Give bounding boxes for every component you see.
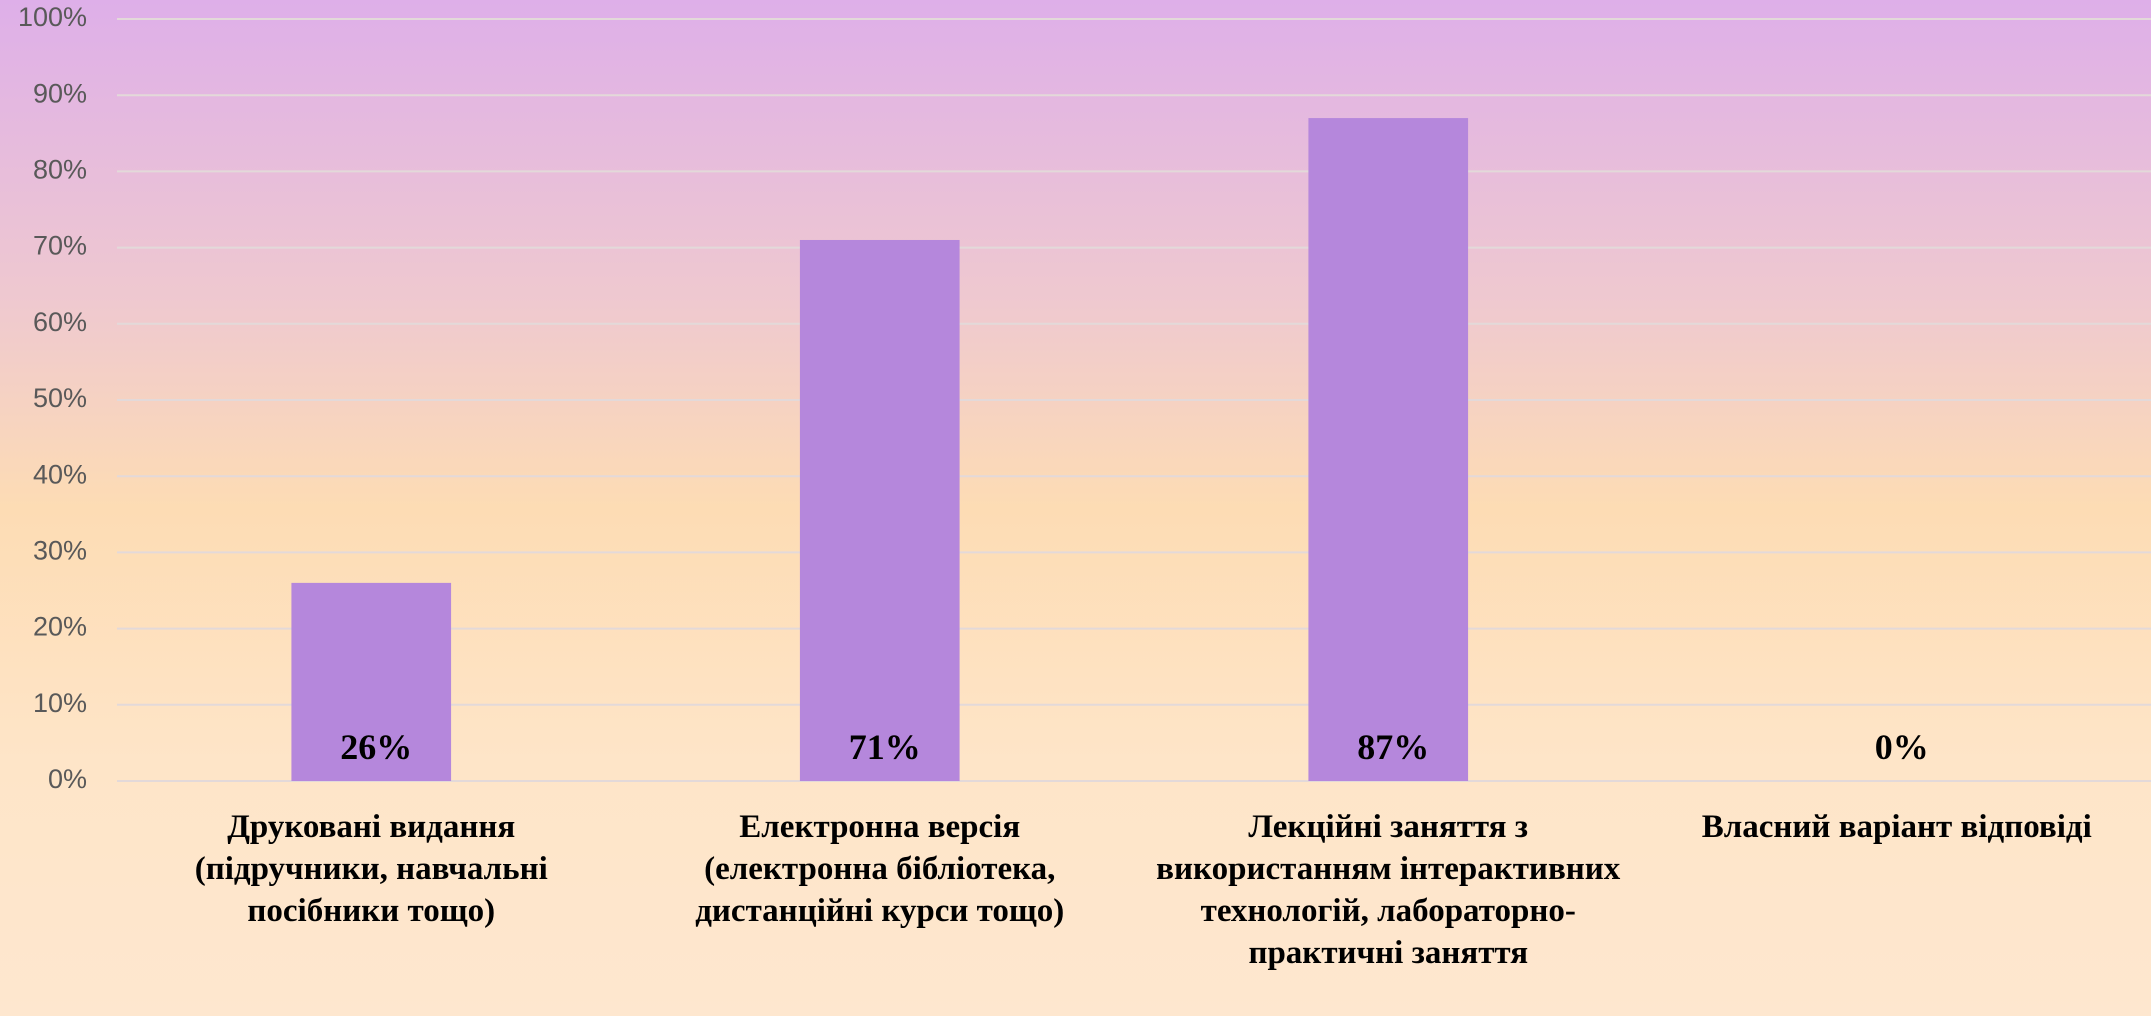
y-tick-label: 0%	[48, 764, 87, 794]
y-tick-label: 10%	[33, 688, 87, 718]
x-tick-label: Лекційні заняття з використанням інтерак…	[1156, 809, 1621, 971]
y-tick-label: 40%	[33, 459, 87, 489]
y-tick-label: 80%	[33, 155, 87, 185]
value-label: 87%	[1357, 727, 1429, 767]
y-tick-label: 70%	[33, 231, 87, 261]
y-tick-label: 100%	[18, 2, 87, 32]
y-tick-label: 90%	[33, 78, 87, 108]
value-label: 71%	[849, 727, 921, 767]
x-tick-label: Електронна версія (електронна бібліотека…	[695, 809, 1065, 929]
y-tick-label: 60%	[33, 307, 87, 337]
x-tick-label: Власний варіант відповіді	[1701, 809, 2092, 845]
value-label: 26%	[340, 727, 412, 767]
y-tick-label: 50%	[33, 383, 87, 413]
bar	[1308, 118, 1469, 781]
x-tick-label: Друковані видання (підручники, навчальні…	[194, 809, 548, 929]
value-label: 0%	[1875, 727, 1929, 767]
y-tick-label: 20%	[33, 612, 87, 642]
y-tick-label: 30%	[33, 536, 87, 566]
bar	[799, 239, 960, 782]
bar	[291, 582, 452, 781]
